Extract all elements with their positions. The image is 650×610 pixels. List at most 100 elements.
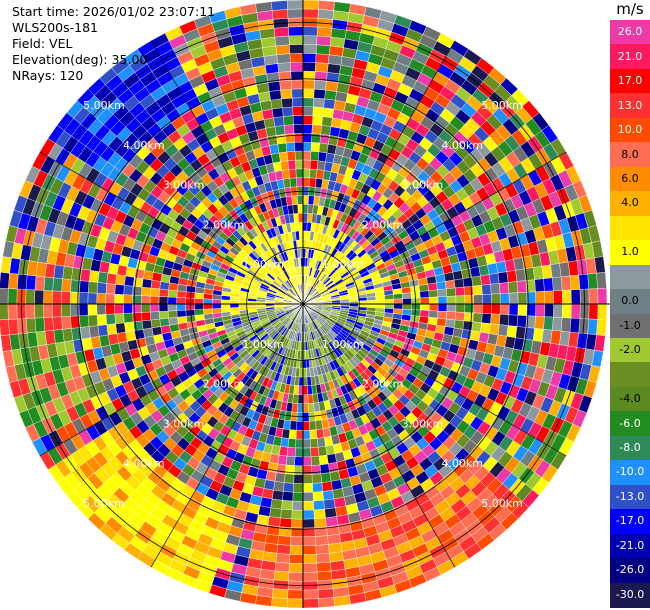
range-ring-label: 1.00km [242,338,284,351]
velocity-gate-cell [87,303,98,316]
velocity-gate-cell [517,303,528,316]
range-ring-label: 3.00km [402,179,444,192]
velocity-gate-cell [393,298,403,305]
velocity-gate-cell [96,303,107,315]
velocity-gate-cell [294,447,304,458]
velocity-gate-cell [286,0,304,10]
velocity-gate-cell [229,307,240,312]
velocity-gate-cell [8,273,19,290]
velocity-gate-cell [508,303,519,316]
velocity-gate-cell [78,292,89,305]
velocity-gate-cell [105,283,116,295]
velocity-gate-cell [366,303,377,308]
velocity-gate-cell [316,35,332,46]
velocity-gate-cell [272,9,289,20]
range-ring-label: 4.00km [441,457,483,470]
velocity-gate-cell [158,288,169,298]
velocity-gate-cell [315,53,330,64]
velocity-gate-cell [289,177,298,188]
velocity-gate-cell [306,367,311,378]
velocity-gate-cell [315,535,329,546]
velocity-gate-cell [455,286,465,297]
velocity-gate-cell [297,204,304,214]
velocity-gate-cell [274,125,286,136]
velocity-gate-cell [289,53,304,63]
velocity-gate-cell [318,597,335,608]
velocity-gate-cell [150,311,160,321]
velocity-gate-cell [159,317,170,327]
velocity-gate-cell [299,230,304,241]
velocity-gate-cell [123,303,133,314]
velocity-gate-cell [277,535,291,546]
velocity-gate-cell [472,285,483,296]
colorbar-tick-label: 26.0 [617,25,643,39]
velocity-gate-cell [471,275,482,287]
velocity-gate-cell [310,456,321,466]
velocity-gate-cell [270,98,283,110]
velocity-gate-cell [274,562,290,573]
velocity-gate-cell [295,430,304,440]
velocity-gate-cell [302,213,308,223]
colorbar-tick-label: -8.0 [619,441,641,455]
velocity-gate-cell [588,288,599,305]
colorbar-tick-label: -13.0 [615,489,645,503]
velocity-gate-cell [302,221,308,232]
velocity-gate-cell [271,490,284,501]
velocity-gate-cell [289,554,304,564]
velocity-gate-cell [61,278,72,292]
velocity-gate-cell [429,296,439,305]
velocity-gate-cell [123,285,134,296]
velocity-gate-cell [375,299,386,305]
velocity-gate-cell [302,563,318,573]
velocity-gate-cell [298,385,304,395]
velocity-gate-cell [287,8,304,19]
velocity-gate-cell [298,213,304,223]
velocity-gate-cell [87,292,98,305]
velocity-gate-cell [452,270,464,281]
velocity-gate-cell [596,272,607,289]
velocity-gate-cell [302,492,314,502]
velocity-gate-cell [429,303,439,312]
velocity-gate-cell [151,326,163,337]
velocity-gate-cell [288,429,297,440]
velocity-gate-cell [0,334,12,352]
velocity-gate-cell [289,545,304,555]
velocity-gate-cell [302,177,310,187]
velocity-gate-cell [499,282,510,294]
velocity-gate-cell [302,421,310,431]
velocity-gate-cell [281,169,290,180]
velocity-gate-cell [313,88,326,99]
velocity-gate-cell [322,107,335,118]
velocity-gate-cell [443,271,455,282]
velocity-gate-cell [167,296,177,305]
velocity-gate-cell [80,268,91,282]
range-ring-label: 1.00km [322,338,364,351]
velocity-gate-cell [0,272,10,289]
velocity-gate-cell [428,289,439,298]
velocity-gate-cell [52,290,62,305]
velocity-gate-cell [293,213,299,223]
velocity-gate-cell [283,482,294,493]
velocity-gate-cell [324,507,337,519]
velocity-gate-cell [587,318,598,335]
velocity-gate-cell [499,303,510,315]
velocity-gate-cell [318,454,329,466]
velocity-gate-cell [158,310,169,320]
velocity-gate-cell [310,142,321,152]
velocity-gate-cell [420,297,430,305]
velocity-gate-cell [275,553,291,564]
velocity-gate-cell [420,303,430,311]
velocity-gate-cell [453,319,465,330]
velocity-gate-cell [455,295,466,305]
velocity-gate-cell [43,303,53,318]
velocity-gate-cell [141,319,153,330]
velocity-gate-cell [43,290,53,305]
velocity-gate-cell [594,334,606,352]
velocity-gate-cell [274,472,286,483]
velocity-gate-cell [312,115,323,126]
velocity-gate-cell [43,316,54,332]
velocity-gate-cell [294,150,304,161]
velocity-gate-cell [25,289,36,305]
velocity-gate-cell [323,98,336,110]
velocity-gate-cell [302,438,311,449]
